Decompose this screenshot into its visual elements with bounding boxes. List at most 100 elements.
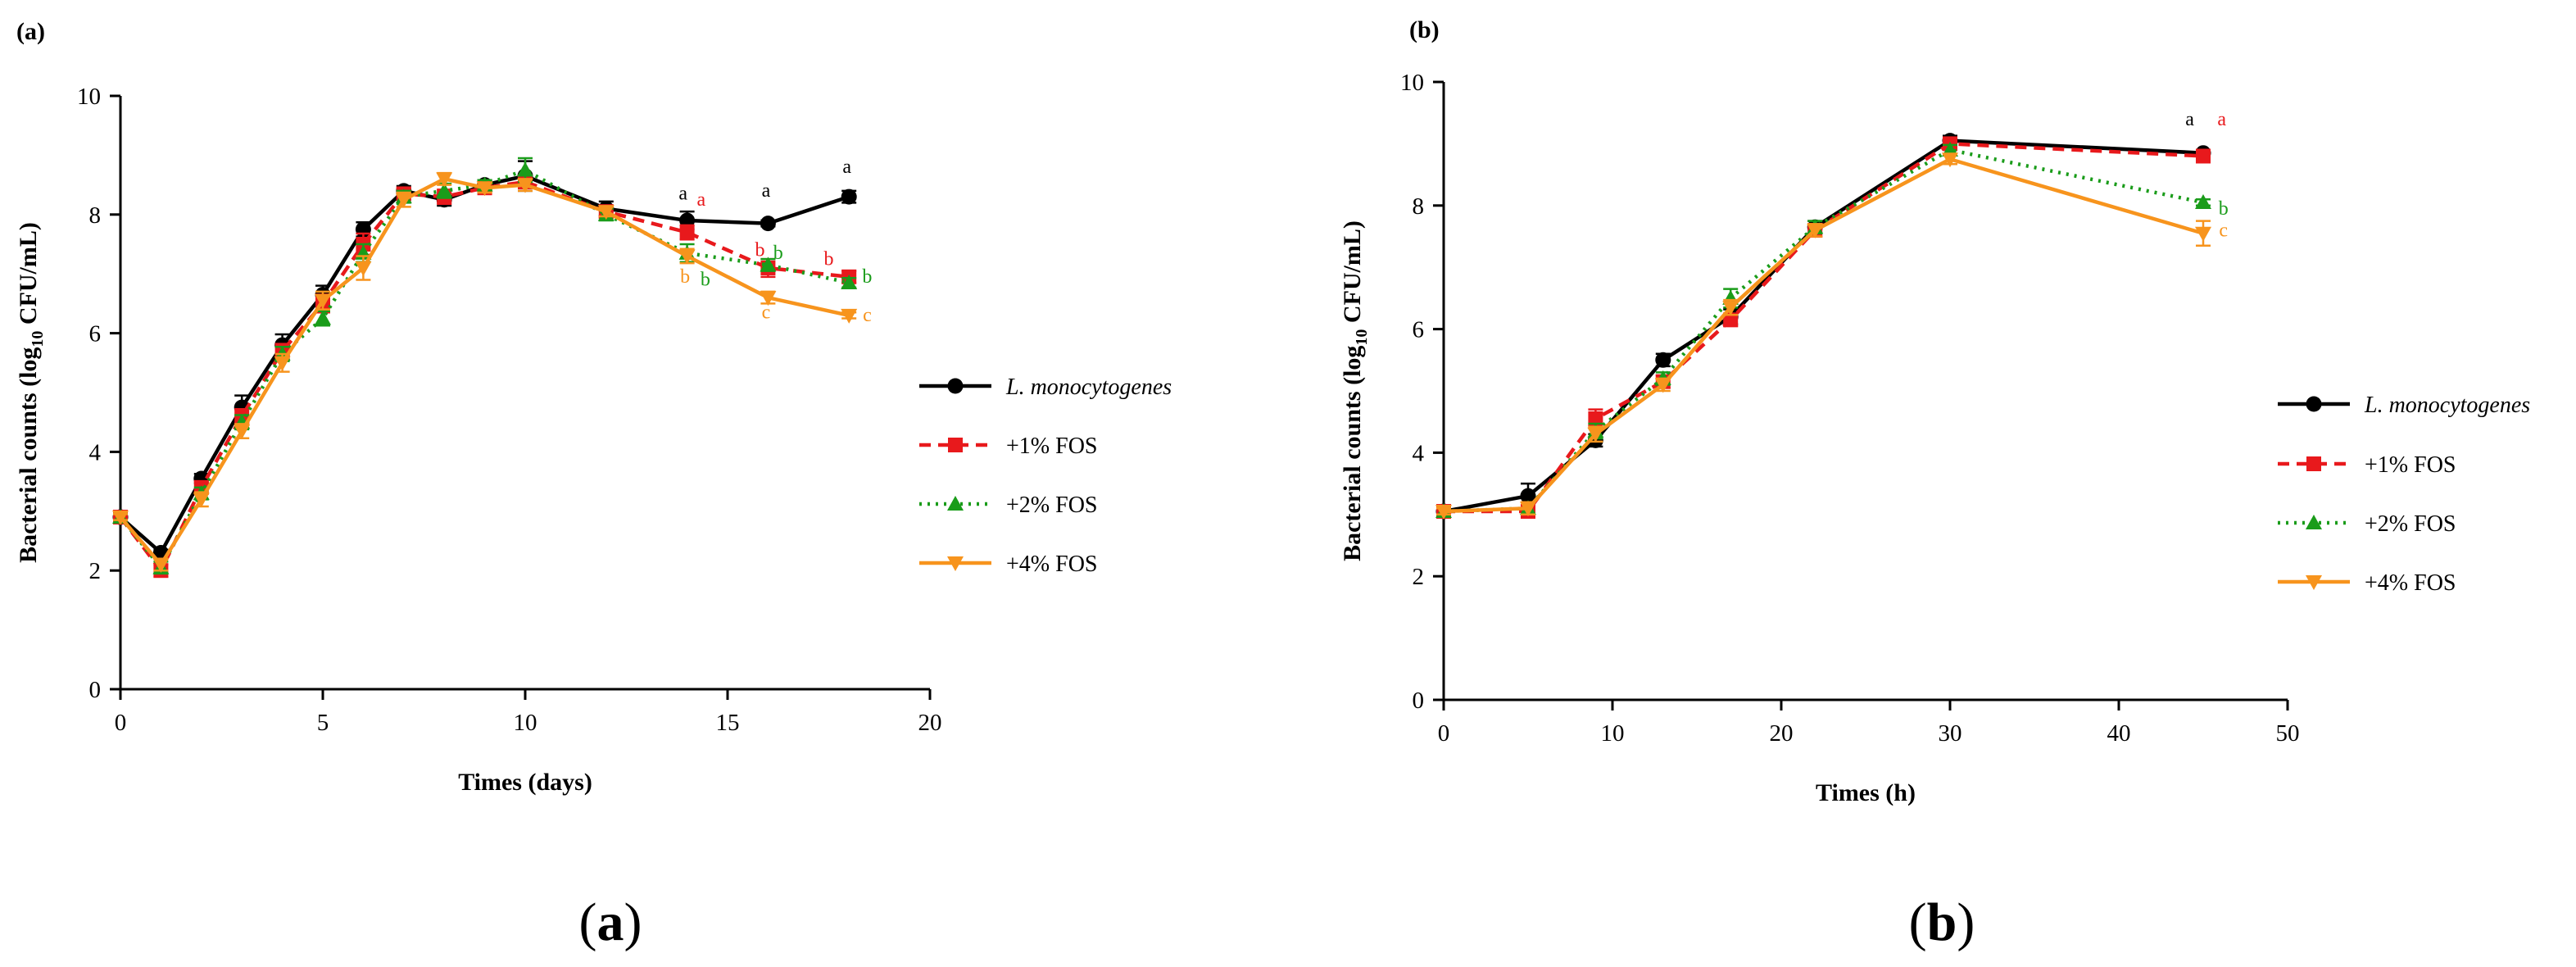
caption-open-paren: (: [579, 892, 597, 952]
panel-label: (a): [16, 18, 45, 45]
significance-letter: a: [842, 157, 851, 178]
x-tick-label: 0: [115, 710, 127, 736]
legend-item-4: +4% FOS: [919, 552, 1097, 577]
legend-marker: [2306, 575, 2322, 590]
legend-label: +2% FOS: [2365, 511, 2456, 537]
legend-marker: [948, 438, 963, 452]
series-4: [1435, 152, 2211, 520]
y-axis-label: Bacterial counts (log10 CFU/mL): [15, 222, 47, 563]
significance-letter: c: [762, 302, 771, 324]
data-point: [1520, 488, 1536, 504]
data-point: [517, 161, 533, 177]
caption-close-paren: ): [1957, 892, 1975, 952]
y-tick-label: 4: [89, 439, 102, 465]
figure-caption: (b): [1909, 892, 1975, 952]
data-point: [395, 193, 412, 208]
data-point: [597, 205, 615, 220]
series-3: [112, 157, 858, 575]
x-tick-label: 20: [918, 710, 942, 736]
y-tick-label: 2: [89, 558, 102, 584]
legend-label: L. monocytogenes: [2364, 393, 2530, 418]
legend-marker: [947, 556, 964, 571]
data-point: [476, 181, 493, 197]
data-point: [355, 261, 372, 276]
series-line: [119, 174, 850, 555]
significance-letter: b: [824, 248, 834, 270]
data-point: [1435, 505, 1452, 520]
data-point: [1807, 223, 1824, 238]
legend-marker: [947, 378, 964, 394]
legend-marker: [2306, 456, 2321, 471]
y-axis-label-unit: CFU/mL): [1339, 220, 1366, 329]
series-2: [1436, 136, 2211, 520]
y-tick-label: 6: [1413, 317, 1425, 343]
y-axis-label-unit: CFU/mL): [15, 222, 42, 330]
legend-label: L. monocytogenes: [1005, 375, 1172, 400]
x-tick-label: 5: [317, 710, 329, 736]
legend-item-2: +1% FOS: [919, 434, 1097, 459]
legend-item-1: L. monocytogenes: [2278, 393, 2530, 418]
data-point: [678, 249, 696, 265]
data-point: [1587, 427, 1604, 443]
data-point: [436, 172, 453, 188]
data-point: [112, 511, 129, 526]
data-point: [315, 293, 331, 309]
data-point: [274, 356, 291, 371]
series-line: [119, 179, 850, 573]
legend-label: +4% FOS: [1006, 552, 1097, 577]
x-tick-label: 20: [1770, 720, 1794, 747]
legend-item-3: +2% FOS: [919, 493, 1097, 518]
series-line: [119, 168, 850, 570]
y-tick-label: 2: [1413, 564, 1425, 590]
y-tick-label: 4: [1413, 440, 1425, 466]
series-line: [1443, 138, 2204, 514]
data-point: [315, 310, 331, 325]
y-tick-label: 10: [77, 84, 101, 110]
data-point: [760, 257, 777, 272]
y-tick-label: 8: [89, 202, 102, 229]
legend-marker: [2306, 515, 2322, 529]
x-tick-label: 10: [1601, 720, 1625, 747]
data-point: [152, 557, 170, 573]
legend-label: +4% FOS: [2365, 570, 2456, 596]
significance-letter: b: [755, 239, 765, 261]
significance-letter: a: [2217, 109, 2226, 130]
data-point: [193, 493, 210, 508]
significance-letter: c: [863, 305, 872, 326]
data-point: [841, 275, 858, 290]
data-point: [436, 182, 453, 197]
panel-label: (b): [1409, 16, 1440, 43]
caption-letter: a: [597, 892, 624, 952]
significance-letter: b: [701, 270, 710, 291]
data-point: [760, 216, 776, 232]
x-tick-label: 50: [2276, 720, 2300, 747]
series-4: [112, 171, 858, 573]
caption-letter: b: [1927, 892, 1957, 952]
caption-open-paren: (: [1909, 892, 1927, 952]
y-tick-label: 0: [1413, 688, 1425, 714]
y-tick-label: 0: [89, 677, 102, 703]
data-point: [234, 424, 251, 440]
y-axis-label: Bacterial counts (log10 CFU/mL): [1339, 220, 1371, 561]
significance-letter: a: [762, 180, 771, 202]
significance-letter: a: [697, 189, 706, 211]
legend-item-1: L. monocytogenes: [919, 375, 1172, 400]
legend-label: +1% FOS: [1006, 434, 1097, 459]
data-point: [760, 291, 777, 306]
y-axis-label-main: Bacterial counts (log: [15, 347, 42, 563]
data-point: [841, 308, 858, 324]
y-tick-label: 8: [1413, 193, 1425, 220]
legend-marker: [2306, 396, 2322, 412]
data-point: [679, 225, 695, 240]
data-point: [1520, 502, 1536, 517]
x-tick-label: 15: [716, 710, 740, 736]
significance-letter: b: [862, 266, 872, 288]
data-point: [1723, 312, 1739, 328]
legend-marker: [947, 496, 964, 511]
significance-letter: b: [2219, 198, 2229, 220]
data-point: [1942, 152, 1958, 168]
series-3: [1435, 141, 2211, 519]
